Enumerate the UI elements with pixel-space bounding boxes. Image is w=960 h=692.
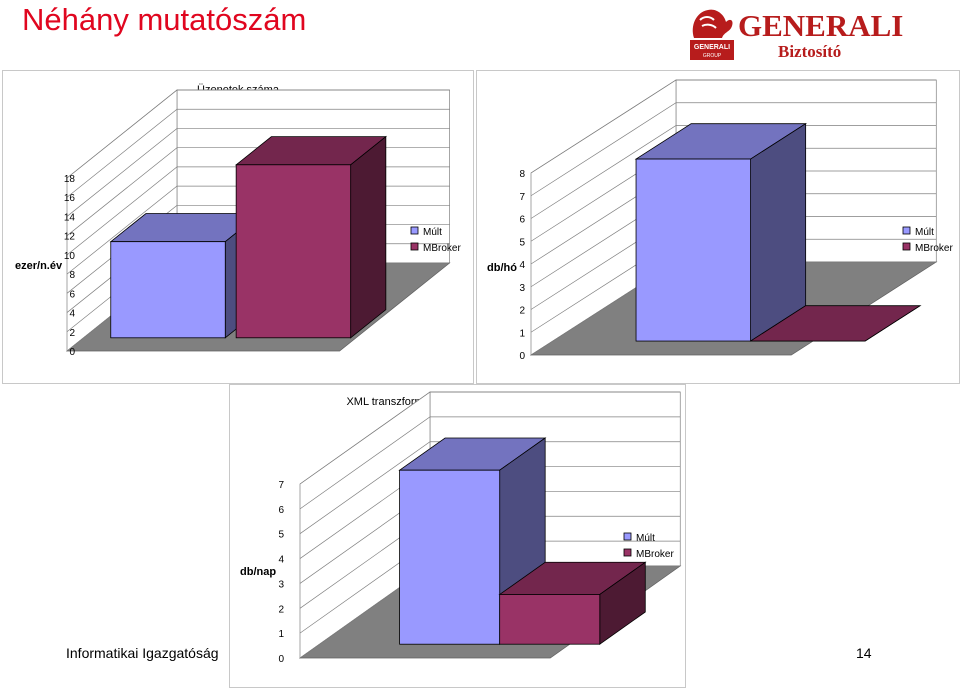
y-tick-label: 3	[519, 283, 525, 294]
y-tick-label: 8	[519, 169, 525, 180]
legend-label: MBroker	[915, 243, 953, 254]
logo-sub: Biztosító	[778, 42, 842, 61]
legend-label: MBroker	[636, 549, 674, 560]
bar-mbroker	[235, 164, 352, 339]
y-tick-label: 2	[519, 306, 525, 317]
y-tick-label: 0	[69, 347, 75, 358]
gridline	[530, 102, 937, 197]
legend-label: Múlt	[636, 533, 655, 544]
y-tick-label: 12	[64, 232, 76, 243]
y-tick-label: 1	[519, 328, 525, 339]
bar-mult	[399, 469, 501, 645]
bar-mbroker	[499, 594, 601, 645]
logo-brand: GENERALI	[738, 8, 904, 43]
y-tick-label: 7	[519, 192, 525, 203]
generali-logo: GENERALI GROUP GENERALI Biztosító	[680, 2, 903, 64]
y-tick-label: 7	[278, 480, 284, 491]
gridline	[66, 89, 450, 179]
y-tick-label: 10	[64, 251, 76, 262]
y-tick-label: 6	[278, 505, 284, 516]
y-axis-label: ezer/n.év	[15, 260, 63, 272]
legend-swatch	[410, 226, 419, 235]
svg-text:GROUP: GROUP	[703, 53, 722, 59]
y-tick-label: 0	[278, 654, 284, 665]
y-tick-label: 18	[64, 174, 76, 185]
y-tick-label: 3	[278, 579, 284, 590]
legend-label: Múlt	[915, 227, 934, 238]
y-axis-label: db/nap	[240, 566, 276, 578]
bar-side	[750, 122, 807, 342]
legend-swatch	[410, 242, 419, 251]
lion-icon: GENERALI GROUP	[690, 9, 734, 60]
y-tick-label: 6	[69, 289, 75, 300]
y-tick-label: 4	[69, 309, 75, 320]
page-title: Néhány mutatószám	[22, 2, 307, 37]
chart-legend: Múlt MBroker	[410, 226, 461, 254]
gridline	[299, 416, 681, 510]
legend-swatch	[902, 226, 911, 235]
chart-legend: Múlt MBroker	[623, 532, 674, 560]
bar-side	[350, 135, 387, 339]
legend-swatch	[623, 532, 632, 541]
y-tick-label: 0	[519, 351, 525, 362]
y-tick-label: 8	[69, 270, 75, 281]
chart-legend: Múlt MBroker	[902, 226, 953, 254]
y-tick-label: 2	[69, 328, 75, 339]
page-number: 14	[856, 645, 872, 661]
chart-panel-xml: XML transzformáció fejlesztési ideje0123…	[229, 384, 686, 688]
chart-xml: XML transzformáció fejlesztési ideje0123…	[240, 391, 682, 665]
gridline	[530, 125, 937, 219]
y-tick-label: 5	[278, 530, 284, 541]
y-tick-label: 5	[519, 237, 525, 248]
gridline	[299, 391, 681, 485]
legend-label: Múlt	[423, 227, 442, 238]
svg-text:GENERALI: GENERALI	[694, 44, 730, 51]
footer-department: Informatikai Igazgatóság	[66, 645, 219, 661]
y-tick-label: 6	[519, 215, 525, 226]
y-tick-label: 16	[64, 193, 76, 204]
y-tick-label: 14	[64, 212, 76, 223]
y-tick-label: 4	[519, 260, 525, 271]
legend-swatch	[623, 548, 632, 557]
chart-messages: Üzenetek száma024681012141618ezer/n.évMú…	[15, 84, 461, 358]
gridline	[299, 441, 681, 534]
gridline	[66, 108, 450, 198]
legend-swatch	[902, 242, 911, 251]
y-tick-label: 2	[278, 604, 284, 615]
bar-mult	[635, 158, 751, 342]
bar-mult	[110, 241, 226, 339]
gridline	[66, 128, 450, 217]
bar-top	[749, 305, 922, 342]
y-tick-label: 4	[278, 555, 284, 566]
gridline	[530, 79, 937, 174]
chart-panel-messages: Üzenetek száma024681012141618ezer/n.évMú…	[2, 70, 474, 384]
legend-label: MBroker	[423, 243, 461, 254]
y-axis-label: db/hó	[487, 262, 517, 274]
y-tick-label: 1	[278, 629, 284, 640]
